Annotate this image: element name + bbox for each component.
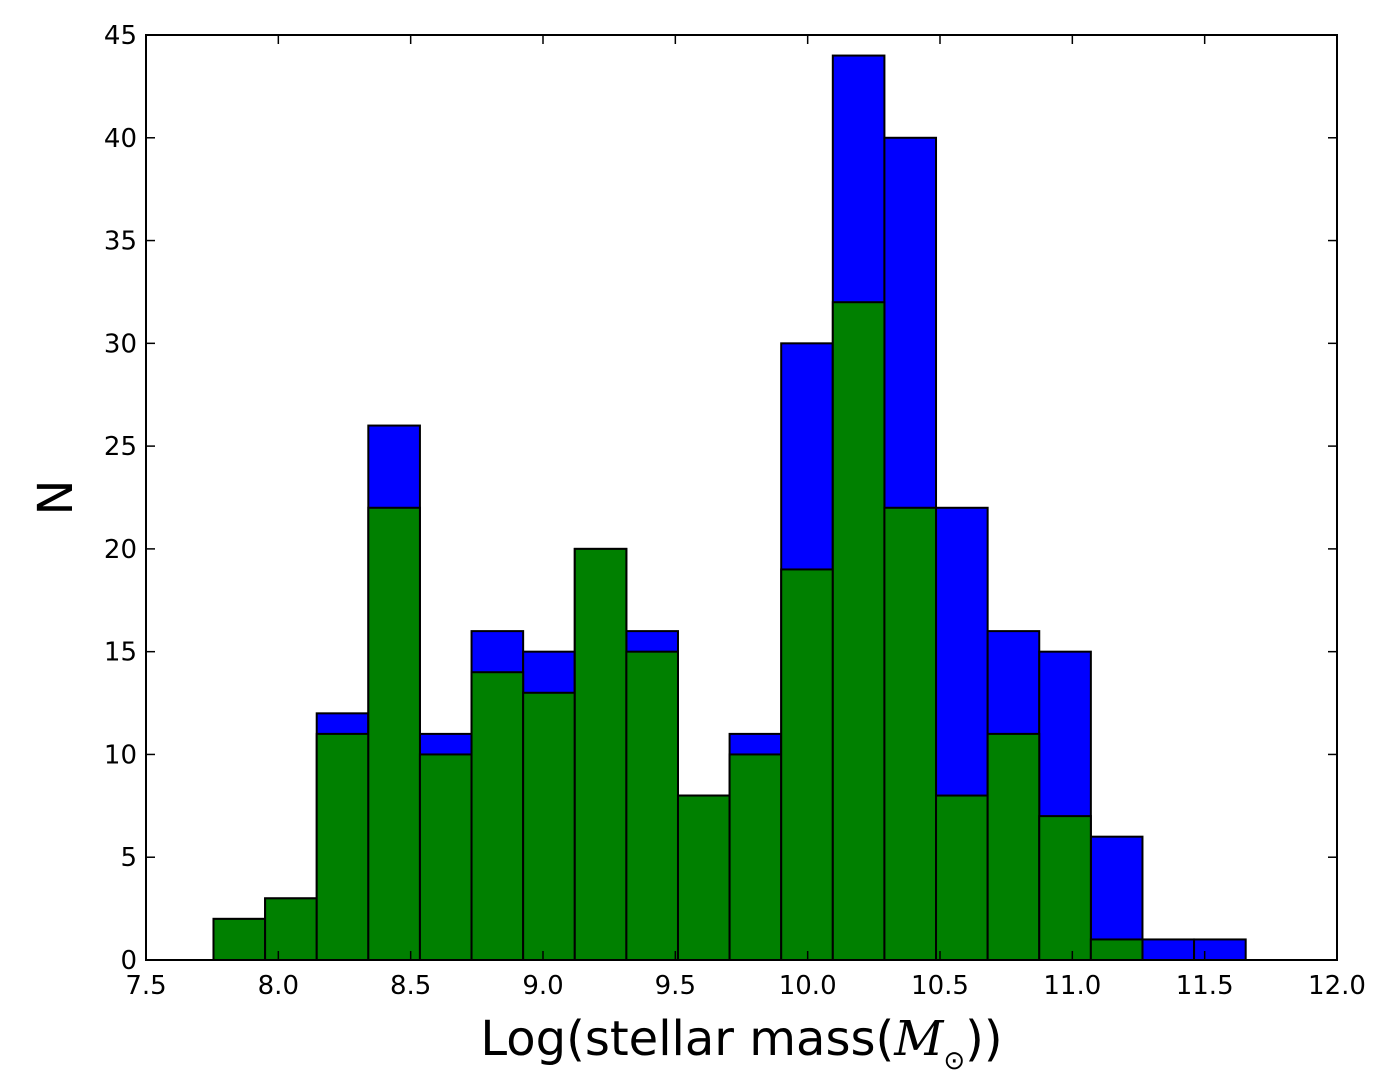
x-tick-label-4: 9.0	[522, 971, 563, 1001]
histogram-bar-series2-bin12	[780, 568, 834, 961]
x-tick-label-9: 11.5	[1176, 971, 1234, 1001]
histogram-bar-series2-bin2	[264, 897, 318, 961]
histogram-bar-series1-bin19	[1141, 938, 1196, 962]
x-axis-title-prefix: Log(stellar mass(	[480, 1011, 894, 1067]
x-tick-label-3: 8.5	[390, 971, 431, 1001]
histogram-bar-series2-bin17	[1038, 815, 1092, 961]
y-tick-label-8: 35	[104, 227, 137, 257]
histogram-bar-series2-bin6	[470, 671, 525, 961]
histogram-bar-series2-bin14	[883, 506, 938, 961]
x-tick-label-7: 10.5	[911, 971, 969, 1001]
histogram-bar-series2-bin13	[831, 301, 886, 961]
x-tick-label-10: 12.0	[1308, 971, 1366, 1001]
y-tick-label-9: 40	[104, 124, 137, 154]
x-axis-title-symbol: M	[893, 1011, 945, 1067]
y-tick-label-10: 45	[104, 21, 137, 51]
histogram-bar-series2-bin15	[935, 794, 989, 961]
x-axis-title-subscript: ⊙	[943, 1046, 965, 1070]
histogram-bar-series2-bin10	[676, 794, 731, 961]
ticks-layer: 7.5 8.0 8.5 9.0 9.5 10.0 10.5 11.0 11.5 12.0 0 5 10 1…	[104, 21, 1366, 1001]
y-tick-label-4: 15	[104, 638, 137, 668]
histogram-bar-series2-bin7	[522, 691, 576, 961]
histogram-bar-series2-bin5	[418, 753, 473, 962]
x-tick-label-1: 7.5	[125, 971, 166, 1001]
histogram-bar-series2-bin4	[367, 506, 421, 961]
y-tick-label-5: 20	[104, 535, 137, 565]
y-tick-label-1: 0	[120, 946, 137, 976]
x-axis-title: Log(stellar mass(M⊙))	[480, 1011, 1002, 1070]
histogram-bar-series2-bin11	[728, 753, 783, 962]
x-tick-label-6: 10.0	[779, 971, 837, 1001]
histogram-bar-series2-bin1	[212, 917, 267, 962]
x-axis-title-suffix: ))	[965, 1011, 1002, 1067]
x-tick-label-8: 11.0	[1043, 971, 1101, 1001]
y-tick-label-6: 25	[104, 432, 137, 462]
histogram-bar-series2-bin9	[625, 650, 679, 962]
bars-layer	[212, 54, 1247, 962]
y-tick-label-7: 30	[104, 329, 137, 359]
histogram-bar-series2-bin8	[573, 547, 628, 962]
histogram-bar-series1-bin20	[1193, 938, 1247, 962]
x-tick-label-5: 9.5	[655, 971, 696, 1001]
histogram-bar-series2-bin16	[986, 732, 1041, 962]
histogram-bar-series2-bin3	[315, 732, 370, 962]
y-axis-title: N	[28, 480, 84, 516]
y-tick-label-3: 10	[104, 740, 137, 770]
y-tick-label-2: 5	[120, 843, 137, 873]
histogram-bar-series2-bin18	[1089, 938, 1144, 962]
x-tick-label-2: 8.0	[258, 971, 299, 1001]
plot-frame	[145, 34, 1338, 961]
